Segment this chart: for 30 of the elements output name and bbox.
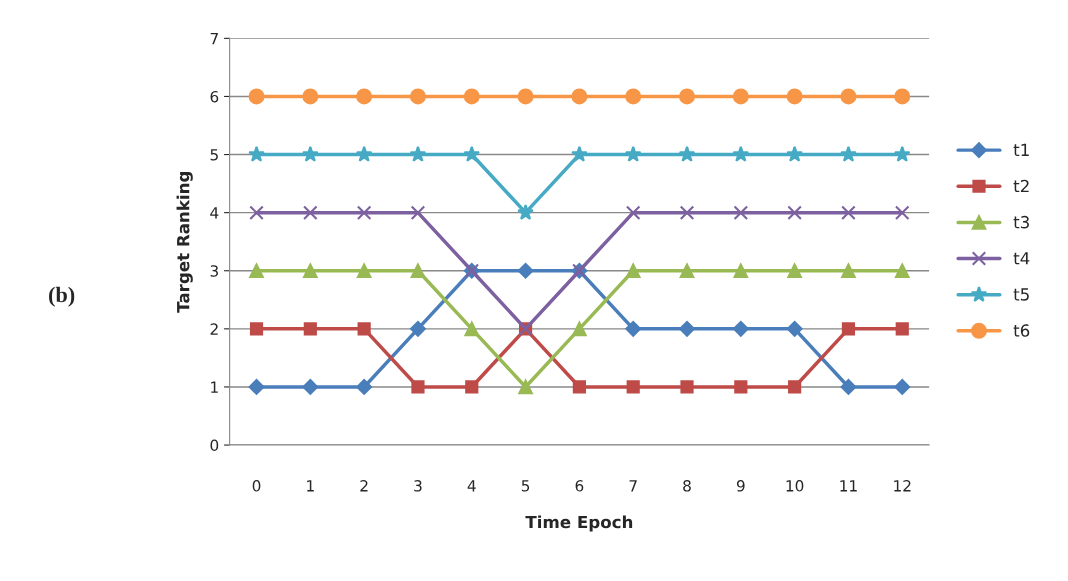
x-tick-label: 3 (414, 480, 422, 492)
legend-label: t6 (1013, 324, 1030, 337)
y-tick-label: 5 (210, 149, 218, 161)
text: (b) (49, 286, 75, 307)
x-tick-label: 11 (840, 480, 857, 492)
legend-label: t2 (1013, 179, 1029, 193)
x-tick-label: 4 (467, 480, 476, 492)
x-tick-label: 10 (786, 480, 804, 492)
y-tick-label: 2 (210, 323, 218, 335)
y-tick-label: 7 (210, 33, 218, 45)
x-tick-label: 5 (521, 480, 530, 492)
x-tick-label: 6 (575, 480, 584, 492)
legend-label: t3 (1013, 215, 1029, 229)
legend-label: t5 (1013, 288, 1029, 301)
y-tick-label: 6 (210, 90, 219, 103)
x-tick-label: 0 (252, 480, 261, 492)
x-tick-label: 2 (360, 480, 368, 492)
x-tick-label: 9 (736, 480, 745, 492)
x-tick-label: 1 (307, 480, 314, 492)
y-tick-label: 3 (210, 265, 218, 277)
y-tick-label: 4 (210, 207, 219, 219)
x-axis-title: Time Epoch (525, 515, 633, 532)
legend-label: t1 (1013, 143, 1029, 156)
x-tick-label: 7 (629, 480, 637, 492)
x-tick-label: 12 (894, 480, 911, 492)
y-axis-title: Target Ranking (176, 171, 193, 313)
y-tick-label: 0 (210, 439, 219, 452)
x-tick-label: 8 (683, 480, 691, 492)
y-tick-label: 1 (211, 381, 218, 393)
legend-label: t4 (1013, 252, 1030, 265)
